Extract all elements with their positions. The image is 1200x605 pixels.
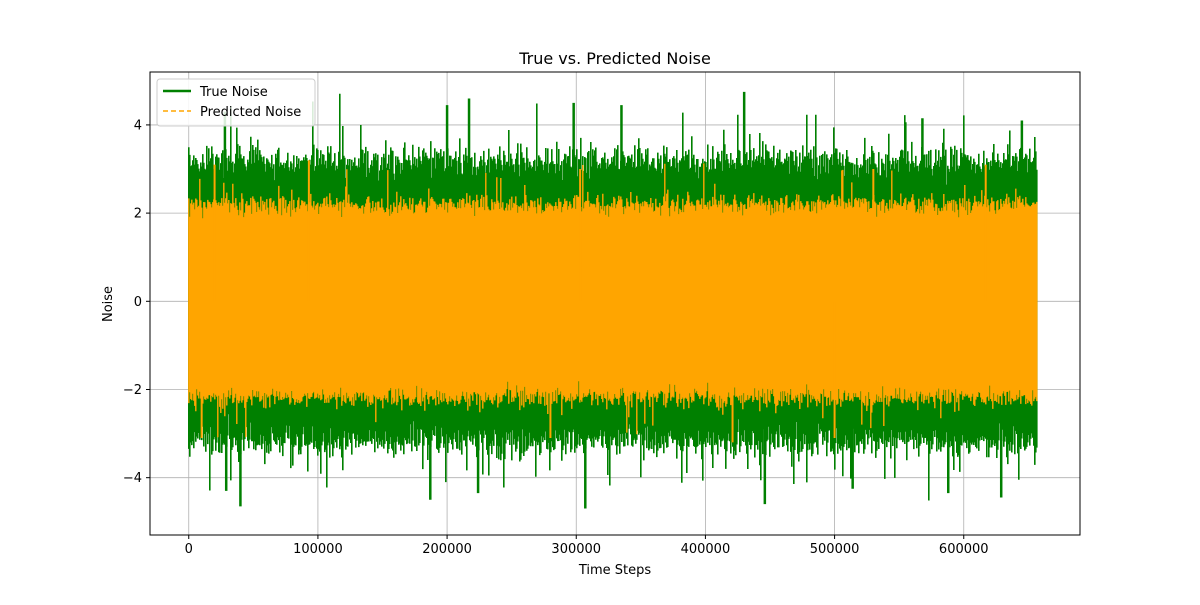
x-tick-label: 500000 <box>810 542 860 557</box>
y-tick-label: 2 <box>134 207 142 222</box>
plot-area <box>188 91 1038 509</box>
x-tick-label: 300000 <box>551 542 601 557</box>
legend: True Noise Predicted Noise <box>156 78 316 127</box>
series-band <box>188 163 1038 438</box>
y-tick-label: 4 <box>134 118 142 133</box>
chart-title: True vs. Predicted Noise <box>518 49 711 68</box>
y-tick-label: 0 <box>134 295 142 310</box>
axes-frame <box>149 71 1081 536</box>
y-axis-label: Noise <box>101 286 116 322</box>
x-tick-label: 200000 <box>422 542 472 557</box>
legend-label-true-noise: True Noise <box>199 85 268 100</box>
x-axis-label: Time Steps <box>578 563 652 578</box>
y-tick-label: −2 <box>123 383 142 398</box>
x-tick-label: 400000 <box>681 542 731 557</box>
x-tick-label: 600000 <box>939 542 989 557</box>
legend-box <box>156 78 316 127</box>
x-tick-label: 0 <box>185 542 193 557</box>
x-tick-label: 100000 <box>293 542 343 557</box>
y-tick-label: −4 <box>123 471 142 486</box>
series-predicted-noise <box>188 160 1038 443</box>
ticks: 0 100000 200000 300000 400000 500000 600000 −4 −… <box>123 118 989 557</box>
legend-label-predicted-noise: Predicted Noise <box>200 105 301 120</box>
